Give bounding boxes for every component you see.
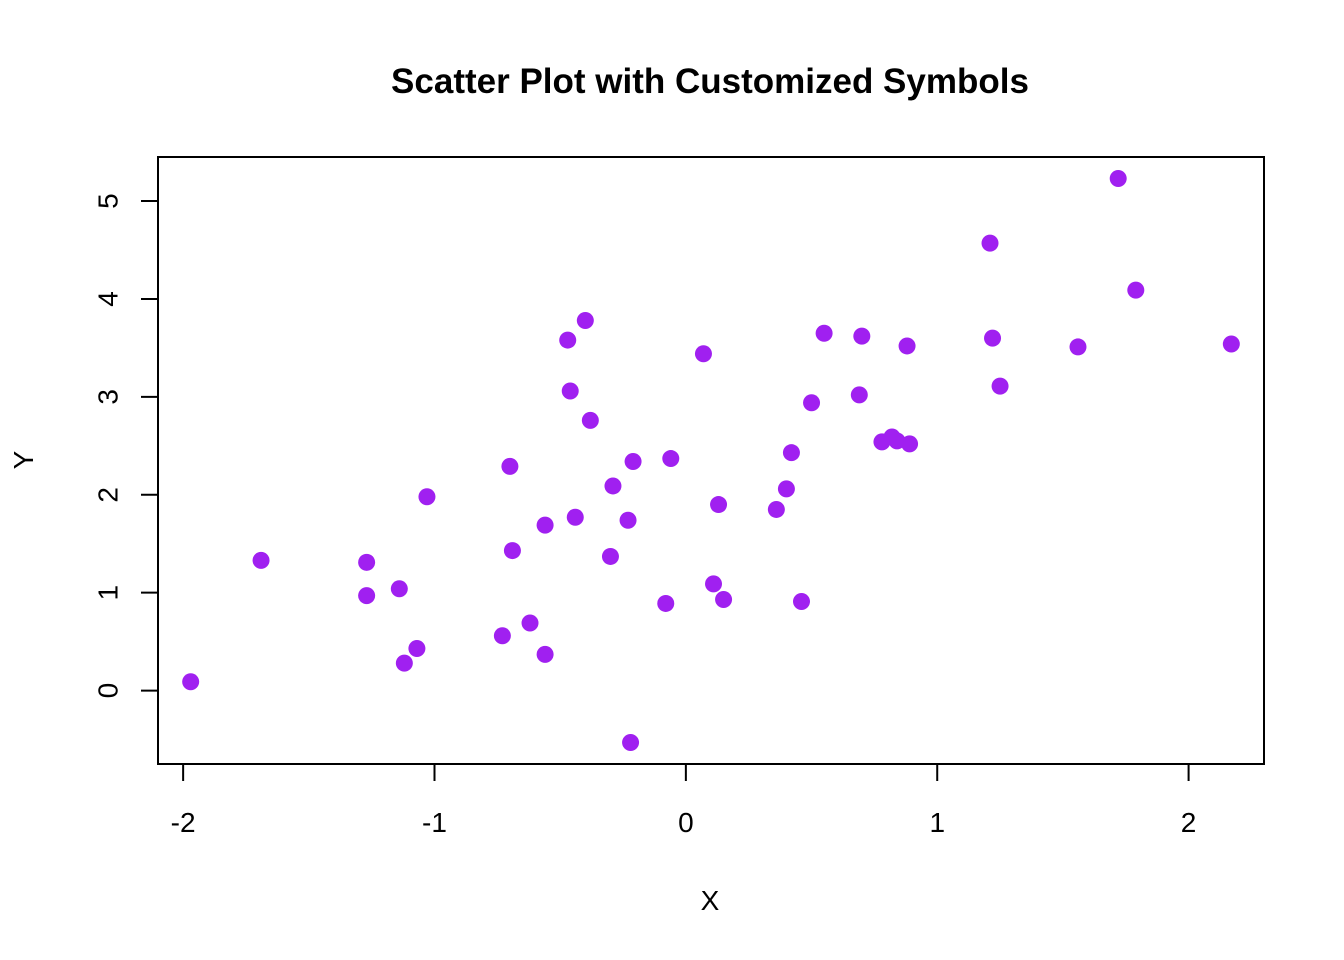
data-point xyxy=(559,331,577,349)
data-point xyxy=(694,345,712,363)
data-point xyxy=(850,386,868,404)
data-point xyxy=(503,542,521,560)
data-point xyxy=(991,377,1009,395)
data-point xyxy=(853,327,871,345)
data-point xyxy=(1222,335,1240,353)
data-point xyxy=(619,511,637,529)
data-point xyxy=(705,575,723,593)
data-points xyxy=(182,170,1240,751)
y-tick-label: 2 xyxy=(93,487,124,503)
data-point xyxy=(395,654,413,672)
data-point xyxy=(576,311,594,329)
data-point xyxy=(898,337,916,355)
data-point xyxy=(1127,281,1145,299)
data-point xyxy=(358,587,376,605)
chart-title: Scatter Plot with Customized Symbols xyxy=(391,62,1029,101)
x-tick-label: 2 xyxy=(1181,807,1197,838)
data-point xyxy=(601,547,619,565)
data-point xyxy=(782,444,800,462)
data-point xyxy=(536,516,554,534)
data-point xyxy=(815,324,833,342)
data-point xyxy=(1109,170,1127,188)
data-point xyxy=(521,614,539,632)
data-point xyxy=(408,639,426,657)
data-point xyxy=(662,450,680,468)
y-axis-label: Y xyxy=(8,450,39,469)
x-tick-label: 0 xyxy=(678,807,694,838)
data-point xyxy=(984,329,1002,347)
data-point xyxy=(252,551,270,569)
data-point xyxy=(418,488,436,506)
data-point xyxy=(657,594,675,612)
data-point xyxy=(803,394,821,412)
data-point xyxy=(792,592,810,610)
x-axis: -2 -1 0 1 2 xyxy=(171,763,1197,838)
x-tick-label: -2 xyxy=(171,807,196,838)
data-point xyxy=(901,435,919,453)
x-axis-label: X xyxy=(701,885,720,916)
data-point xyxy=(581,411,599,429)
data-point xyxy=(715,591,733,609)
data-point xyxy=(624,452,642,470)
data-point xyxy=(710,496,728,514)
data-point xyxy=(501,457,519,475)
y-tick-label: 0 xyxy=(93,683,124,699)
x-tick-label: -1 xyxy=(422,807,447,838)
y-tick-label: 4 xyxy=(93,291,124,307)
data-point xyxy=(182,673,200,691)
data-point xyxy=(561,382,579,400)
y-axis: 0 1 2 3 4 5 xyxy=(93,193,159,698)
x-tick-label: 1 xyxy=(929,807,945,838)
data-point xyxy=(566,508,584,526)
plot-frame xyxy=(157,156,1265,765)
data-point xyxy=(777,480,795,498)
data-point xyxy=(390,580,408,598)
data-point xyxy=(536,645,554,663)
y-tick-label: 1 xyxy=(93,585,124,601)
y-tick-label: 3 xyxy=(93,389,124,405)
data-point xyxy=(358,553,376,571)
data-point xyxy=(1069,338,1087,356)
data-point xyxy=(767,500,785,518)
data-point xyxy=(622,733,640,751)
data-point xyxy=(981,234,999,252)
data-point xyxy=(493,627,511,645)
y-tick-label: 5 xyxy=(93,193,124,209)
data-point xyxy=(604,477,622,495)
